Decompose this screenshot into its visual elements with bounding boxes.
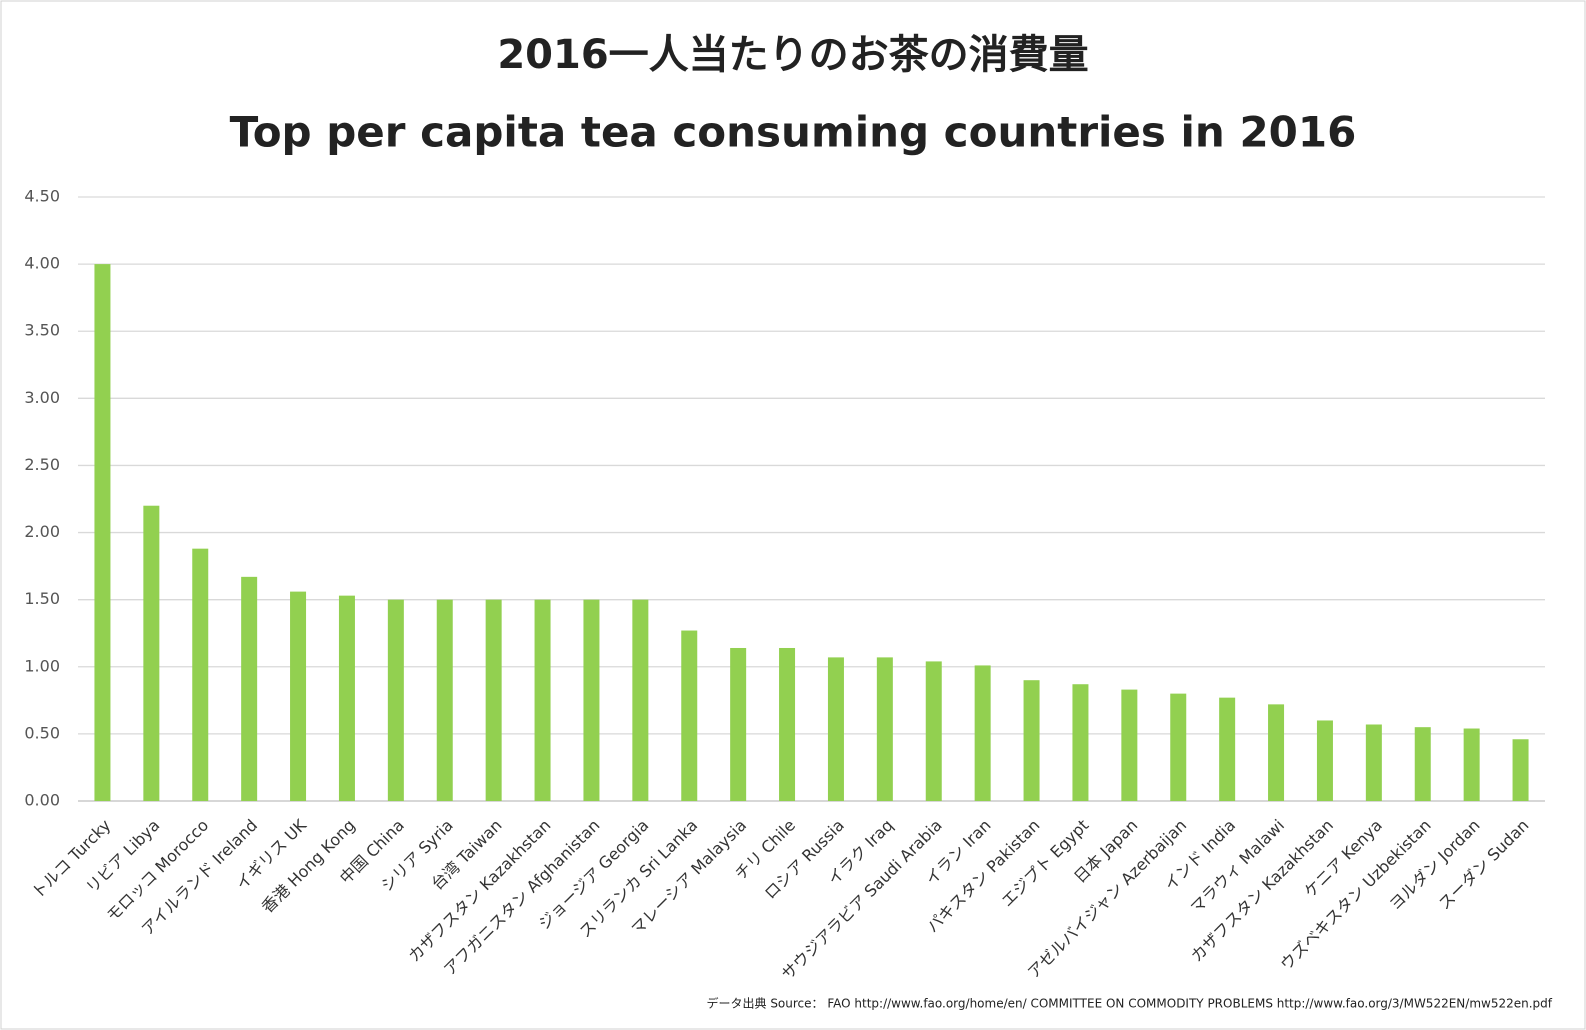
- bar: [485, 599, 502, 801]
- bar: [583, 599, 600, 801]
- y-tick-label: 0.50: [24, 723, 60, 742]
- bar: [1316, 720, 1333, 801]
- bar: [1268, 704, 1285, 801]
- bar: [827, 657, 844, 801]
- bar: [632, 599, 649, 801]
- bar: [1512, 739, 1529, 801]
- bar: [1365, 724, 1382, 801]
- y-tick-label: 0.00: [24, 791, 60, 810]
- bar: [94, 264, 111, 802]
- bar: [1023, 680, 1040, 801]
- y-tick-label: 3.00: [24, 388, 60, 407]
- bar: [1121, 689, 1138, 801]
- bar: [290, 591, 307, 801]
- bar: [1219, 697, 1236, 801]
- y-tick-label: 2.00: [24, 522, 60, 541]
- chart-subtitle: Top per capita tea consuming countries i…: [230, 108, 1357, 157]
- y-tick-label: 4.50: [24, 187, 60, 206]
- y-tick-label: 3.50: [24, 321, 60, 340]
- chart-title: 2016一人当たりのお茶の消費量: [497, 32, 1088, 78]
- source-note: データ出典 Source： FAO http://www.fao.org/hom…: [707, 996, 1553, 1011]
- bar: [241, 576, 258, 801]
- y-tick-label: 1.50: [24, 589, 60, 608]
- bar: [143, 505, 160, 801]
- bar: [436, 599, 453, 801]
- bar: [1414, 727, 1431, 801]
- bar: [925, 661, 942, 801]
- bar: [338, 595, 355, 801]
- bar: [681, 630, 698, 801]
- bar: [974, 665, 991, 801]
- bar: [779, 647, 796, 801]
- bar: [1072, 684, 1089, 801]
- bar: [730, 647, 747, 801]
- bar: [1463, 728, 1480, 801]
- bar: [387, 599, 404, 801]
- y-tick-label: 4.00: [24, 254, 60, 273]
- y-tick-label: 1.00: [24, 656, 60, 675]
- bar: [534, 599, 551, 801]
- bar: [876, 657, 893, 801]
- y-tick-label: 2.50: [24, 455, 60, 474]
- bar: [192, 548, 209, 801]
- bar: [1170, 693, 1187, 801]
